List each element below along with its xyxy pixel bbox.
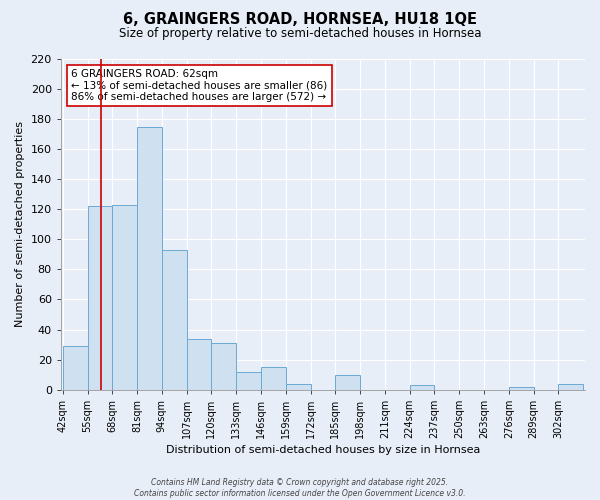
Bar [211,343,236,390]
Bar [261,367,286,390]
Bar [509,386,533,390]
Text: 6 GRAINGERS ROAD: 62sqm
← 13% of semi-detached houses are smaller (86)
86% of se: 6 GRAINGERS ROAD: 62sqm ← 13% of semi-de… [71,69,328,102]
Bar [335,374,360,390]
Bar [63,346,88,390]
Bar [236,372,261,390]
Bar [162,250,187,390]
Bar [137,126,162,390]
Bar [286,384,311,390]
Y-axis label: Number of semi-detached properties: Number of semi-detached properties [15,122,25,328]
Text: 6, GRAINGERS ROAD, HORNSEA, HU18 1QE: 6, GRAINGERS ROAD, HORNSEA, HU18 1QE [123,12,477,28]
Bar [112,205,137,390]
Bar [410,385,434,390]
Text: Contains HM Land Registry data © Crown copyright and database right 2025.
Contai: Contains HM Land Registry data © Crown c… [134,478,466,498]
Bar [88,206,112,390]
Text: Size of property relative to semi-detached houses in Hornsea: Size of property relative to semi-detach… [119,28,481,40]
Bar [559,384,583,390]
Bar [187,338,211,390]
X-axis label: Distribution of semi-detached houses by size in Hornsea: Distribution of semi-detached houses by … [166,445,480,455]
